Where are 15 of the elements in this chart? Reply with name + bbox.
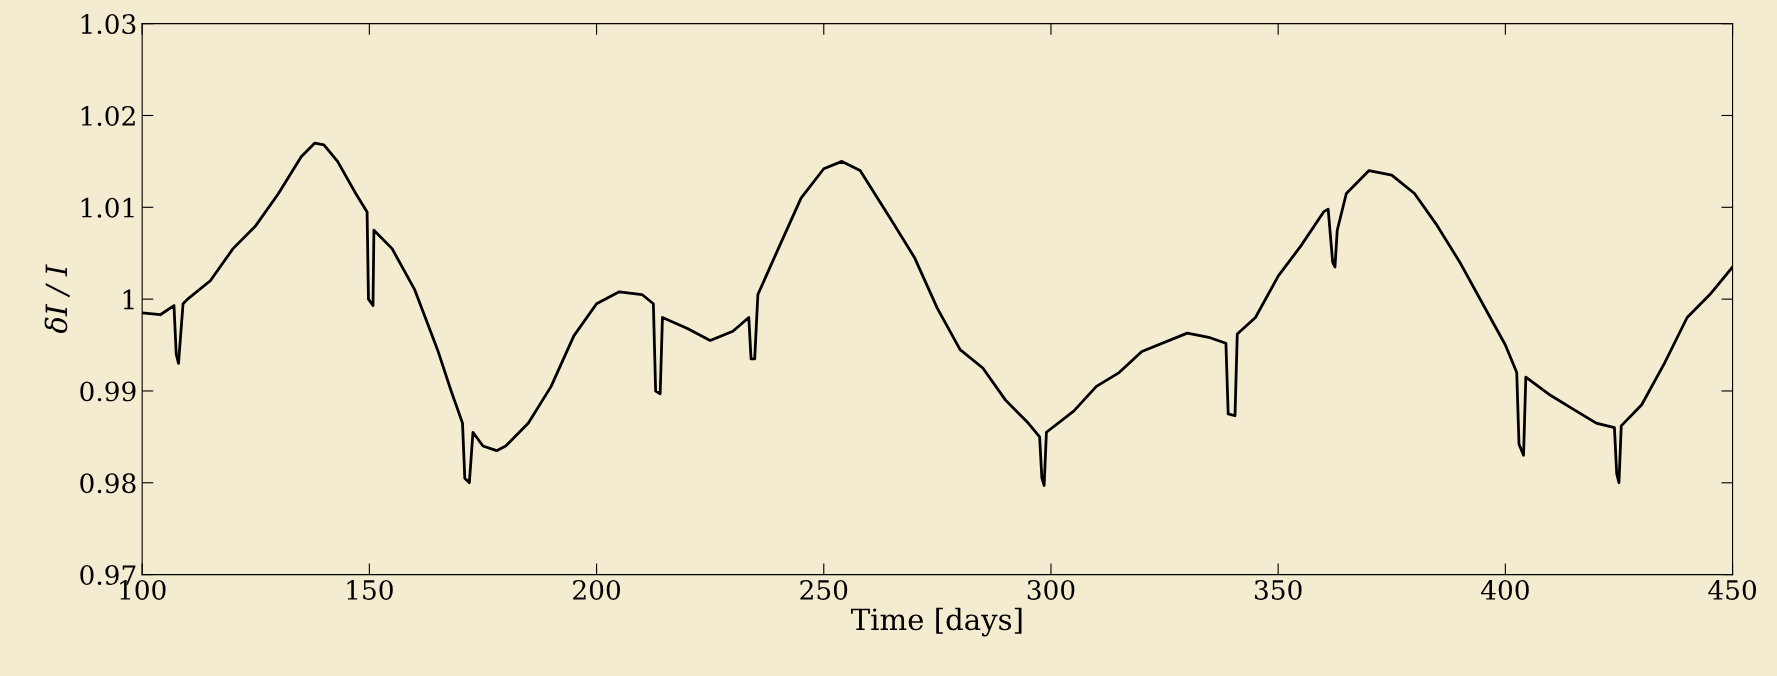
x-tick-label: 200	[573, 579, 620, 600]
x-tick-label: 250	[800, 579, 848, 600]
y-tick-label: 1.02	[81, 105, 135, 126]
y-tick-label: 1	[123, 289, 134, 310]
y-axis-title: δI / I	[44, 264, 70, 334]
x-tick-label: 400	[1481, 579, 1529, 600]
x-tick-label: 350	[1255, 579, 1302, 600]
y-tick-label: 0.99	[80, 381, 136, 402]
y-tick-label: 0.98	[80, 473, 136, 494]
y-tick-label: 1.01	[81, 197, 134, 218]
y-tick-label: 1.03	[81, 14, 136, 35]
x-tick-label: 450	[1708, 579, 1757, 600]
x-tick-label: 150	[347, 579, 393, 600]
x-tick-label: 300	[1027, 579, 1075, 600]
x-axis-title: Time [days]	[851, 607, 1022, 637]
